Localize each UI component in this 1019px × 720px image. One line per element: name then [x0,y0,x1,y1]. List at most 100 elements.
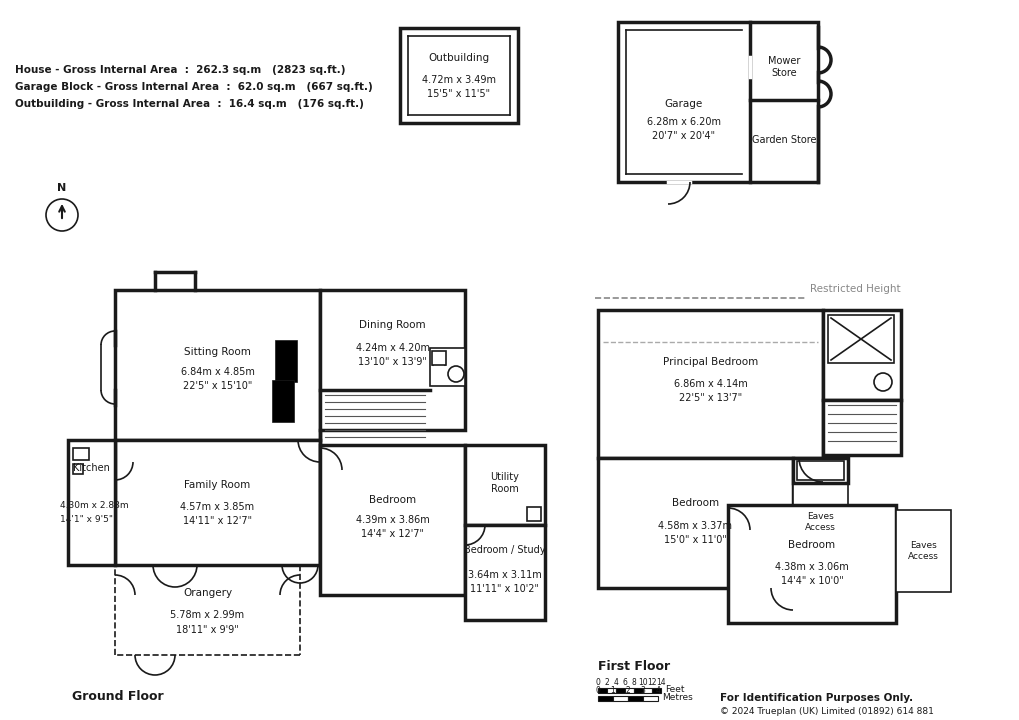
Bar [320,445,465,595]
Text: 8: 8 [631,678,636,687]
Text: 6.84m x 4.85m: 6.84m x 4.85m [180,367,254,377]
Bar [597,688,606,693]
Text: 15'0" x 11'0": 15'0" x 11'0" [663,535,727,545]
Text: 1: 1 [610,686,614,695]
Text: 10: 10 [638,678,647,687]
Bar [115,290,320,440]
Text: 12: 12 [647,678,656,687]
Bar [792,483,847,561]
Text: Dining Room: Dining Room [359,320,425,330]
Text: 4.72m x 3.49m: 4.72m x 3.49m [422,75,495,85]
Text: 22'5" x 15'10": 22'5" x 15'10" [182,381,252,391]
Text: Garage Block - Gross Internal Area  :  62.0 sq.m   (667 sq.ft.): Garage Block - Gross Internal Area : 62.… [15,82,372,92]
Text: 4.39m x 3.86m: 4.39m x 3.86m [356,515,429,525]
Bar [618,22,817,182]
Bar [827,315,893,363]
Text: Outbuilding: Outbuilding [428,53,489,63]
Text: 6.86m x 4.14m: 6.86m x 4.14m [673,379,747,389]
Text: Orangery: Orangery [182,588,232,598]
Text: Utility
Room: Utility Room [490,472,519,494]
Bar [430,348,465,386]
Text: 20'7" x 20'4": 20'7" x 20'4" [652,131,715,141]
Text: For Identification Purposes Only.: For Identification Purposes Only. [719,693,912,703]
Text: 6: 6 [622,678,627,687]
Bar [606,688,615,693]
Text: Restricted Height: Restricted Height [809,284,900,294]
Text: Mower
Store: Mower Store [767,56,799,78]
Text: 4.38m x 3.06m: 4.38m x 3.06m [774,562,848,572]
Text: 22'5" x 13'7": 22'5" x 13'7" [679,393,742,403]
Text: 2: 2 [625,686,630,695]
Text: Feet: Feet [664,685,684,695]
Text: 2: 2 [604,678,608,687]
Bar [527,507,540,521]
Bar [68,440,115,565]
Text: Garage: Garage [664,99,702,109]
Text: 4.57m x 3.85m: 4.57m x 3.85m [180,502,255,512]
Text: 5.78m x 2.99m: 5.78m x 2.99m [170,610,245,620]
Text: 3.64m x 3.11m: 3.64m x 3.11m [468,570,541,580]
Text: © 2024 Trueplan (UK) Limited (01892) 614 881: © 2024 Trueplan (UK) Limited (01892) 614… [719,707,933,716]
Bar [642,688,651,693]
Bar [822,310,900,400]
Bar [320,290,465,430]
Text: 11'11" x 10'2": 11'11" x 10'2" [470,584,539,594]
Bar [432,351,445,365]
Text: Family Room: Family Room [184,480,251,490]
Text: 4.58m x 3.37m: 4.58m x 3.37m [658,521,732,531]
Text: 0: 0 [595,686,600,695]
Text: 14: 14 [655,678,665,687]
Text: 15'5" x 11'5": 15'5" x 11'5" [427,89,490,99]
Bar [642,696,657,701]
Bar [73,448,89,460]
Text: N: N [57,183,66,193]
Text: 14'4" x 12'7": 14'4" x 12'7" [361,529,424,539]
Text: Metres: Metres [661,693,692,703]
Text: Principal Bedroom: Principal Bedroom [662,357,757,367]
Text: 14'11" x 12'7": 14'11" x 12'7" [182,516,252,526]
Bar [465,445,544,525]
Text: Garden Store: Garden Store [751,135,815,145]
Bar [822,400,900,455]
Text: 6.28m x 6.20m: 6.28m x 6.20m [646,117,720,127]
Text: Eaves
Access: Eaves Access [804,513,836,531]
Bar [728,505,895,623]
Bar [634,688,642,693]
Text: Kitchen: Kitchen [73,463,110,473]
Bar [597,458,792,588]
Text: 4.24m x 4.20m: 4.24m x 4.20m [356,343,429,353]
Text: Bedroom: Bedroom [672,498,718,508]
Text: Bedroom / Study: Bedroom / Study [464,545,545,555]
Text: First Floor: First Floor [597,660,669,673]
Bar [597,696,612,701]
Bar [465,525,544,620]
Text: 0: 0 [595,678,600,687]
Bar [597,310,822,458]
Bar [895,510,950,592]
Text: Sitting Room: Sitting Room [183,347,251,357]
Bar [625,688,634,693]
Text: 4: 4 [613,678,618,687]
Bar [651,688,660,693]
Text: 4: 4 [655,686,659,695]
Text: Bedroom: Bedroom [788,540,835,550]
Bar [612,696,628,701]
Bar [792,458,847,483]
Bar [272,380,293,422]
Bar [615,688,625,693]
Text: 18'11" x 9'9": 18'11" x 9'9" [176,625,238,635]
Bar [73,464,83,474]
Text: 13'10" x 13'9": 13'10" x 13'9" [358,357,427,367]
Bar [399,28,518,123]
Text: Ground Floor: Ground Floor [72,690,163,703]
Text: 14'1" x 9'5": 14'1" x 9'5" [60,515,113,523]
Bar [115,440,320,565]
Text: 14'4" x 10'0": 14'4" x 10'0" [780,576,843,586]
Text: Outbuilding - Gross Internal Area  :  16.4 sq.m   (176 sq.ft.): Outbuilding - Gross Internal Area : 16.4… [15,99,364,109]
Text: 4.30m x 2.88m: 4.30m x 2.88m [60,500,128,510]
Text: 3: 3 [640,686,645,695]
Text: House - Gross Internal Area  :  262.3 sq.m   (2823 sq.ft.): House - Gross Internal Area : 262.3 sq.m… [15,65,345,75]
Text: Bedroom: Bedroom [369,495,416,505]
Bar [275,340,297,382]
Bar [796,461,843,480]
